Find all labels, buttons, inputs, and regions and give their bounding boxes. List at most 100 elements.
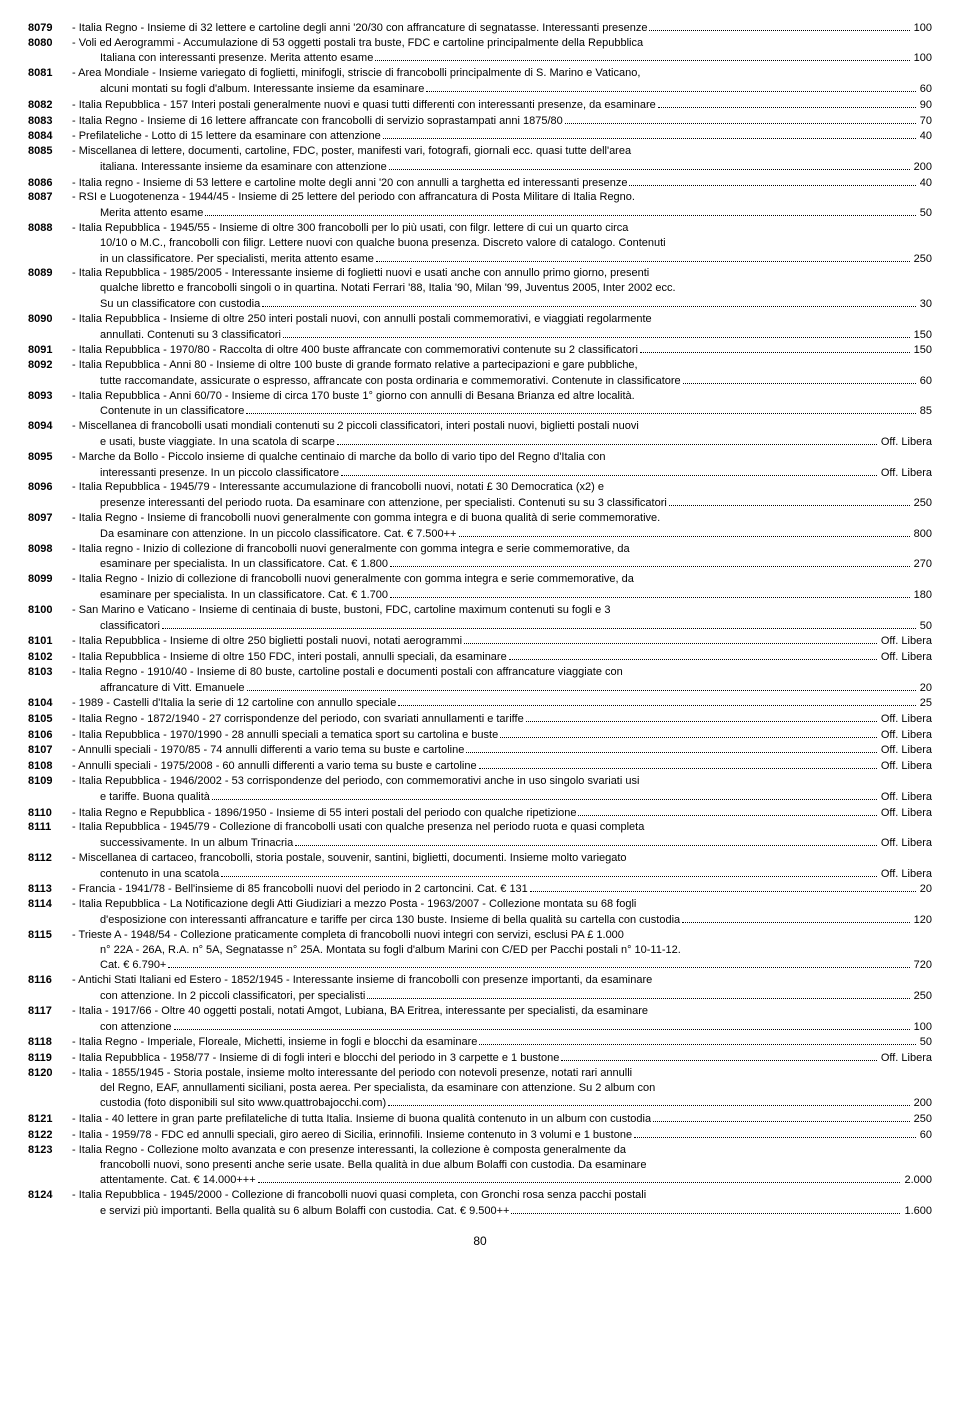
lot-row: 8081- Area Mondiale - Insieme variegato …: [28, 66, 932, 97]
lot-line: - RSI e Luogotenenza - 1944/45 - Insieme…: [72, 190, 932, 205]
lot-body: - Italia Repubblica - 1985/2005 - Intere…: [72, 266, 932, 311]
lot-row: 8092- Italia Repubblica - Anni 80 - Insi…: [28, 358, 932, 389]
lot-number: 8079: [28, 21, 72, 36]
lot-row: 8107- Annulli speciali - 1970/85 - 74 an…: [28, 743, 932, 759]
lot-number: 8105: [28, 712, 72, 727]
leader-dots: [500, 727, 877, 738]
lot-text: con attenzione. In 2 piccoli classificat…: [100, 989, 365, 1004]
lot-number: 8119: [28, 1051, 72, 1066]
lot-number: 8088: [28, 221, 72, 236]
lot-line: - Italia - 1855/1945 - Storia postale, i…: [72, 1066, 932, 1081]
lot-line: in un classificatore. Per specialisti, m…: [72, 251, 932, 267]
lot-text: Cat. € 6.790+: [100, 958, 166, 973]
lot-text: - Annulli speciali - 1970/85 - 74 annull…: [72, 743, 464, 758]
lot-line: - Italia Repubblica - Insieme di oltre 2…: [72, 633, 932, 649]
lot-text: - Italia - 1959/78 - FDC ed annulli spec…: [72, 1128, 632, 1143]
lot-row: 8090- Italia Repubblica - Insieme di olt…: [28, 312, 932, 343]
lot-text: Su un classificatore con custodia: [100, 297, 260, 312]
lot-number: 8108: [28, 759, 72, 774]
lot-number: 8084: [28, 129, 72, 144]
lot-text: - Annulli speciali - 1975/2008 - 60 annu…: [72, 759, 477, 774]
lot-price: 180: [912, 588, 932, 603]
lot-line: - Voli ed Aerogrammi - Accumulazione di …: [72, 36, 932, 51]
lot-row: 8089- Italia Repubblica - 1985/2005 - In…: [28, 266, 932, 311]
lot-number: 8097: [28, 511, 72, 526]
lot-number: 8081: [28, 66, 72, 81]
lot-text: - Italia Repubblica - Insieme di oltre 2…: [72, 634, 462, 649]
lot-text: italiana. Interessante insieme da esamin…: [100, 160, 387, 175]
lot-text: - Italia Regno - Insieme di 16 lettere a…: [72, 114, 563, 129]
lot-text: - Italia Repubblica - Insieme di oltre 2…: [72, 312, 652, 327]
lot-text: - Italia Regno - Insieme di francobolli …: [72, 511, 660, 526]
lot-text: alcuni montati su fogli d'album. Interes…: [100, 82, 424, 97]
lot-row: 8106- Italia Repubblica - 1970/1990 - 28…: [28, 727, 932, 743]
lot-line: Cat. € 6.790+720: [72, 958, 932, 974]
lot-line: attentamente. Cat. € 14.000+++2.000: [72, 1172, 932, 1188]
lot-body: - Marche da Bollo - Piccolo insieme di q…: [72, 450, 932, 481]
lot-price: Off. Libera: [879, 759, 932, 774]
leader-dots: [511, 1203, 900, 1214]
lot-number: 8090: [28, 312, 72, 327]
lot-text: affrancature di Vitt. Emanuele: [100, 681, 245, 696]
lot-number: 8121: [28, 1112, 72, 1127]
lot-body: - Area Mondiale - Insieme variegato di f…: [72, 66, 932, 97]
lot-text: classificatori: [100, 619, 160, 634]
lot-line: - Italia Repubblica - La Notificazione d…: [72, 897, 932, 912]
lot-line: d'esposizione con interessanti affrancat…: [72, 912, 932, 928]
lot-body: - Miscellanea di lettere, documenti, car…: [72, 144, 932, 175]
lot-body: - Italia Repubblica - 1970/1990 - 28 ann…: [72, 727, 932, 743]
leader-dots: [561, 1050, 876, 1061]
lot-body: - Francia - 1941/78 - Bell'insieme di 85…: [72, 882, 932, 898]
lot-row: 8111- Italia Repubblica - 1945/79 - Coll…: [28, 820, 932, 851]
lot-body: - Italia Regno - Imperiale, Floreale, Mi…: [72, 1034, 932, 1050]
lot-text: e servizi più importanti. Bella qualità …: [100, 1204, 509, 1219]
lot-row: 8079- Italia Regno - Insieme di 32 lette…: [28, 20, 932, 36]
lot-body: - Italia Repubblica - La Notificazione d…: [72, 897, 932, 928]
lot-text: 10/10 o M.C., francobolli con filigr. Le…: [100, 236, 666, 251]
lot-price: 60: [918, 1128, 932, 1143]
lot-line: - Italia Repubblica - 1945/55 - Insieme …: [72, 221, 932, 236]
leader-dots: [337, 434, 877, 445]
lot-number: 8118: [28, 1035, 72, 1050]
lot-line: - Italia Repubblica - 1945/2000 - Collez…: [72, 1188, 932, 1203]
lot-number: 8112: [28, 851, 72, 866]
lot-line: - Italia - 40 lettere in gran parte pref…: [72, 1111, 932, 1127]
lot-line: - Italia Regno - Collezione molto avanza…: [72, 1143, 932, 1158]
lot-number: 8093: [28, 389, 72, 404]
lot-line: Italiana con interessanti presenze. Meri…: [72, 51, 932, 67]
lot-text: esaminare per specialista. In un classif…: [100, 557, 388, 572]
leader-dots: [565, 113, 916, 124]
lot-number: 8094: [28, 419, 72, 434]
lot-line: custodia (foto disponibili sul sito www.…: [72, 1096, 932, 1112]
lot-body: - Italia Regno - Collezione molto avanza…: [72, 1143, 932, 1188]
leader-dots: [653, 1111, 910, 1122]
lot-line: italiana. Interessante insieme da esamin…: [72, 159, 932, 175]
lot-text: - Miscellanea di lettere, documenti, car…: [72, 144, 631, 159]
lot-number: 8086: [28, 176, 72, 191]
lot-line: esaminare per specialista. In un classif…: [72, 587, 932, 603]
lot-price: 85: [918, 404, 932, 419]
leader-dots: [398, 695, 915, 706]
lot-body: - RSI e Luogotenenza - 1944/45 - Insieme…: [72, 190, 932, 221]
lot-number: 8085: [28, 144, 72, 159]
lot-body: - Italia Repubblica - 1958/77 - Insieme …: [72, 1050, 932, 1066]
lot-line: - Italia Repubblica - 1985/2005 - Intere…: [72, 266, 932, 281]
leader-dots: [376, 251, 910, 262]
lot-line: e servizi più importanti. Bella qualità …: [72, 1203, 932, 1219]
lot-price: 200: [912, 1096, 932, 1111]
lot-row: 8097- Italia Regno - Insieme di francobo…: [28, 511, 932, 542]
lot-number: 8110: [28, 806, 72, 821]
leader-dots: [390, 587, 910, 598]
lot-line: annullati. Contenuti su 3 classificatori…: [72, 327, 932, 343]
lot-text: - Italia Repubblica - 1945/79 - Collezio…: [72, 820, 644, 835]
leader-dots: [388, 1096, 910, 1107]
lot-text: e usati, buste viaggiate. In una scatola…: [100, 435, 335, 450]
lot-row: 8091- Italia Repubblica - 1970/80 - Racc…: [28, 342, 932, 358]
lot-row: 8114- Italia Repubblica - La Notificazio…: [28, 897, 932, 928]
lot-line: - Italia Repubblica - 1958/77 - Insieme …: [72, 1050, 932, 1066]
lot-number: 8087: [28, 190, 72, 205]
lot-number: 8109: [28, 774, 72, 789]
lot-price: Off. Libera: [879, 836, 932, 851]
lot-line: - Italia Repubblica - Anni 80 - Insieme …: [72, 358, 932, 373]
lot-price: Off. Libera: [879, 1051, 932, 1066]
